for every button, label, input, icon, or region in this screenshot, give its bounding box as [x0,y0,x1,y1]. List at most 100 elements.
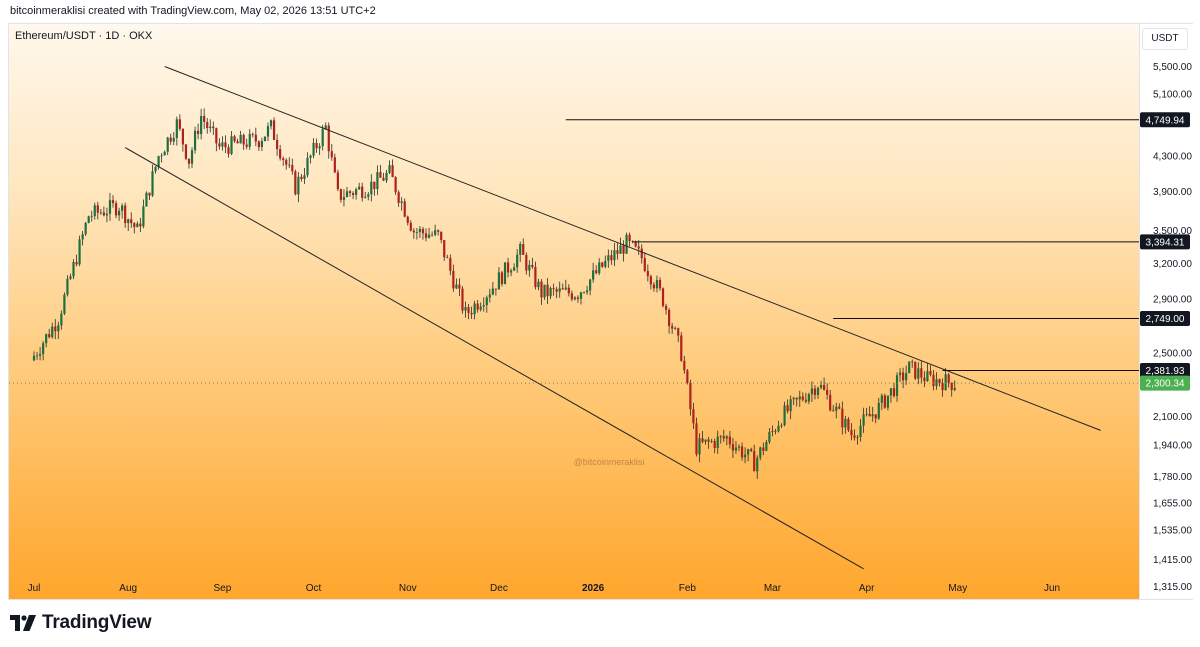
tradingview-logo-icon [10,615,36,631]
y-tick-label: 5,100.00 [1153,89,1192,100]
candle-body [124,205,127,224]
candle-body [494,288,497,290]
candle-body [370,181,373,195]
level-label: 2,749.00 [1146,314,1185,325]
y-tick-label: 2,100.00 [1153,412,1192,423]
x-tick-label: Apr [859,583,875,594]
candle-body [449,258,452,271]
candle-body [145,192,148,207]
candle-body [886,395,890,408]
candle-body [543,284,546,298]
candle-body [297,176,300,195]
candle-body [279,149,282,159]
candle-body [452,270,455,289]
candle-body [589,279,592,291]
candle-body [72,261,75,277]
candle-body [892,388,896,397]
candle-body [230,136,233,154]
candle-body [944,374,947,391]
candle-body [734,447,738,451]
currency-button[interactable]: USDT [1142,28,1188,50]
candle-body [646,270,649,277]
candle-body [367,194,370,197]
candle-body [722,436,725,439]
candle-body [315,142,318,149]
candle-body [753,451,756,472]
candle-body [537,281,540,288]
candle-body [248,133,251,147]
candle-body [160,155,163,157]
level-label-badge [1140,112,1190,128]
level-label: 2,381.93 [1146,366,1185,377]
candle-body [950,382,953,390]
candle-body [519,244,522,255]
candle-body [108,200,112,214]
price-chart[interactable]: @bitcoinmeraklisi Jul Aug Sep Oct Nov Dec 2026 F… [9,24,1192,599]
candle-body [288,164,291,166]
x-tick-label: Nov [399,583,417,594]
candle-body [561,288,564,290]
candle-body [901,372,905,381]
candle-body [923,377,926,382]
candle-body [789,399,792,412]
candle-body [497,272,501,290]
y-tick-label: 1,535.00 [1153,526,1192,537]
candle-body [932,374,935,387]
trendline-lower [124,147,864,570]
candle-body [105,213,109,216]
candle-body [379,172,382,178]
candle-body [549,288,552,297]
candle-body [272,120,276,140]
candle-body [60,313,63,326]
candle-body [947,374,950,383]
candle-body [461,288,464,311]
x-tick-label: Oct [306,583,322,594]
candle-body [282,158,285,160]
candle-body [215,128,218,144]
y-tick-label: 3,500.00 [1153,226,1192,237]
candle-body [184,144,188,159]
candle-body [187,158,191,164]
candle-body [595,270,598,274]
candle-body [242,134,245,145]
candle-body [865,413,868,415]
candle-body [883,395,886,408]
candle-body [713,441,716,448]
candle-body [829,394,832,411]
candle-body [680,335,683,361]
candle-body [151,171,154,196]
candle-body [418,228,422,233]
candle-body [355,189,358,195]
tradingview-logo[interactable]: TradingView [10,612,152,634]
candle-body [941,383,944,391]
candle-body [725,436,728,439]
candle-body [798,396,801,400]
candle-body [479,306,482,310]
candle-body [731,444,735,451]
candle-body [768,431,771,443]
candle-body [558,288,561,292]
candle-body [728,436,731,445]
candle-body [285,159,288,165]
candle-body [434,230,437,235]
candle-body [364,196,367,198]
candle-body [531,264,534,267]
candle-body [227,147,230,154]
candle-body [397,192,400,203]
candle-body [412,230,415,233]
y-tick-label: 1,780.00 [1153,472,1192,483]
last-price-label: 2,300.34 [1146,379,1185,390]
candle-body [376,172,379,189]
candle-body [841,408,844,428]
candle-body [920,368,923,378]
candle-body [148,192,151,196]
candle-body [655,279,659,289]
candle-body [643,258,646,271]
candle-body [777,425,780,432]
candle-body [640,248,643,259]
candle-body [121,205,124,211]
x-tick-label: Dec [490,583,508,594]
candle-body [716,436,719,448]
candle-body [668,309,671,327]
last-price-badge [1140,375,1190,391]
